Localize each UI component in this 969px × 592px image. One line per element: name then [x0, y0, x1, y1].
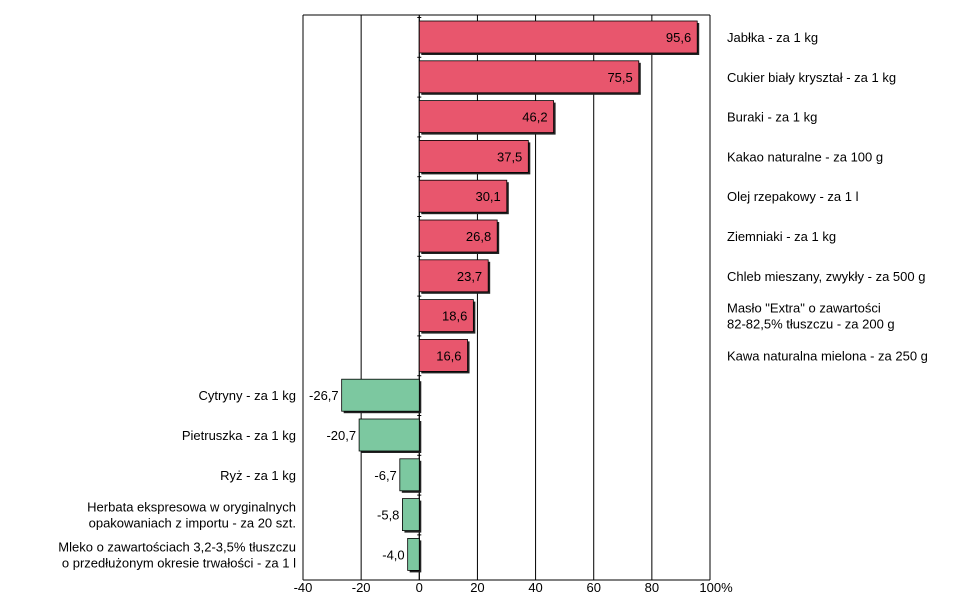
data-label: 30,1	[475, 189, 500, 204]
category-labels: 95,6 Jabłka - za 1 kg 75,5 Cukier biały kry…	[58, 30, 928, 570]
data-label: 46,2	[522, 110, 547, 125]
x-tick-label: 40	[528, 580, 542, 592]
bar	[399, 458, 420, 492]
category-label: Cukier biały kryształ - za 1 kg	[727, 70, 896, 85]
category-label: Jabłka - za 1 kg	[727, 30, 818, 45]
category-label-line: Ryż - za 1 kg	[220, 468, 296, 483]
category-label-line: Kawa naturalna mielona - za 250 g	[727, 348, 928, 363]
x-tick-label: 60	[586, 580, 600, 592]
data-label: 26,8	[466, 229, 491, 244]
data-label: 75,5	[607, 70, 632, 85]
bar	[418, 259, 489, 293]
bar	[418, 219, 498, 253]
category-label-line: Buraki - za 1 kg	[727, 110, 817, 125]
bar	[418, 100, 554, 133]
bar	[418, 139, 529, 173]
category-label-line: Ziemniaki - za 1 kg	[727, 229, 836, 244]
data-label: 23,7	[457, 269, 482, 284]
category-label: Kakao naturalne - za 100 g	[727, 149, 883, 164]
bar	[418, 60, 640, 94]
x-tick-label: -20	[352, 580, 371, 592]
category-label: Mleko o zawartościach 3,2-3,5% tłuszczu o…	[58, 539, 296, 570]
category-label: Chleb mieszany, zwykły - za 500 g	[727, 269, 925, 284]
category-label-line: 82-82,5% tłuszczu - za 200 g	[727, 317, 895, 332]
x-tick-label: -40	[294, 580, 313, 592]
category-label: Masło "Extra" o zawartości 82-82,5% tłusz…	[727, 301, 895, 332]
category-label-line: opakowaniach z importu - za 20 szt.	[89, 516, 296, 531]
bar	[358, 418, 420, 452]
category-label-line: Herbata ekspresowa w oryginalnych	[87, 500, 296, 515]
category-label-line: Kakao naturalne - za 100 g	[727, 149, 883, 164]
category-label: Kawa naturalna mielona - za 250 g	[727, 348, 928, 363]
category-label-line: Masło "Extra" o zawartości	[727, 301, 881, 316]
category-label: Ryż - za 1 kg	[220, 468, 296, 483]
category-label-line: Jabłka - za 1 kg	[727, 30, 818, 45]
category-label-line: o przedłużonym okresie trwałości - za 1 …	[62, 555, 296, 570]
data-label: -5,8	[377, 508, 399, 523]
category-label: Olej rzepakowy - za 1 l	[727, 189, 859, 204]
x-tick-label: 100%	[699, 580, 733, 592]
data-label: -20,7	[326, 428, 356, 443]
data-label: -26,7	[309, 388, 339, 403]
category-label: Buraki - za 1 kg	[727, 110, 817, 125]
gridlines	[302, 14, 711, 581]
category-label-line: Cytryny - za 1 kg	[198, 388, 296, 403]
data-label: -4,0	[382, 547, 404, 562]
x-axis: -40 -20 0 20 40 60 80 100%	[294, 580, 733, 592]
category-label: Ziemniaki - za 1 kg	[727, 229, 836, 244]
category-label-line: Cukier biały kryształ - za 1 kg	[727, 70, 896, 85]
category-label-line: Pietruszka - za 1 kg	[182, 428, 296, 443]
bar	[407, 538, 420, 571]
category-label-line: Chleb mieszany, zwykły - za 500 g	[727, 269, 925, 284]
bar	[402, 498, 420, 532]
bar	[341, 378, 420, 412]
bar	[418, 179, 508, 213]
data-label: 16,6	[436, 348, 461, 363]
bar	[418, 338, 468, 372]
data-label: -6,7	[374, 468, 396, 483]
x-tick-label: 0	[416, 580, 423, 592]
category-label: Pietruszka - za 1 kg	[182, 428, 296, 443]
x-tick-label: 80	[645, 580, 659, 592]
data-label: 95,6	[666, 30, 691, 45]
bar	[418, 20, 698, 54]
category-label-line: Olej rzepakowy - za 1 l	[727, 189, 859, 204]
bars	[341, 20, 700, 573]
category-label: Herbata ekspresowa w oryginalnych opakowa…	[87, 500, 296, 531]
data-label: 18,6	[442, 309, 467, 324]
category-label-line: Mleko o zawartościach 3,2-3,5% tłuszczu	[58, 539, 296, 554]
category-label: Cytryny - za 1 kg	[198, 388, 296, 403]
bar	[418, 299, 474, 333]
data-label: 37,5	[497, 149, 522, 164]
x-tick-label: 20	[470, 580, 484, 592]
